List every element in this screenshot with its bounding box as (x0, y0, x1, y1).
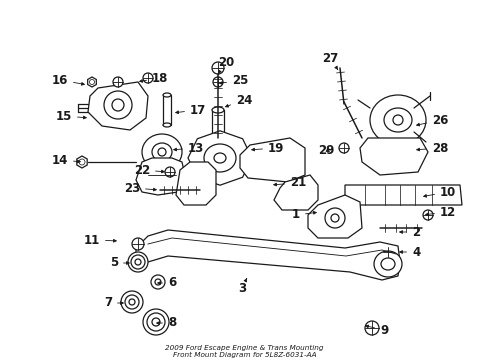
Ellipse shape (364, 321, 378, 335)
Ellipse shape (142, 309, 169, 335)
Ellipse shape (212, 107, 224, 113)
Ellipse shape (132, 238, 143, 250)
Polygon shape (77, 156, 87, 168)
Text: 20: 20 (218, 55, 234, 74)
Ellipse shape (338, 143, 348, 153)
Polygon shape (87, 77, 96, 87)
Text: 8: 8 (156, 316, 176, 329)
Ellipse shape (113, 77, 123, 87)
Polygon shape (273, 175, 317, 210)
Text: 21: 21 (273, 176, 305, 189)
Text: 6: 6 (158, 276, 176, 289)
Text: 2009 Ford Escape Engine & Trans Mounting
Front Mount Diagram for 5L8Z-6031-AA: 2009 Ford Escape Engine & Trans Mounting… (165, 345, 323, 358)
Polygon shape (307, 195, 361, 238)
Text: 23: 23 (123, 181, 156, 194)
Ellipse shape (128, 252, 148, 272)
Text: 5: 5 (109, 256, 129, 270)
Text: 25: 25 (219, 73, 248, 86)
Text: 29: 29 (317, 144, 334, 157)
Text: 22: 22 (134, 163, 164, 176)
Polygon shape (88, 82, 148, 130)
Text: 1: 1 (291, 208, 316, 221)
Ellipse shape (142, 73, 153, 83)
Text: 11: 11 (83, 234, 116, 247)
Polygon shape (212, 110, 224, 138)
Ellipse shape (151, 275, 164, 289)
Text: 14: 14 (52, 153, 80, 166)
Ellipse shape (164, 167, 175, 177)
Ellipse shape (121, 291, 142, 313)
Text: 10: 10 (423, 185, 455, 198)
Text: 18: 18 (140, 72, 168, 85)
Ellipse shape (382, 247, 392, 257)
Ellipse shape (373, 251, 401, 277)
Text: 4: 4 (399, 246, 419, 258)
Text: 7: 7 (103, 297, 123, 310)
Polygon shape (136, 230, 399, 280)
Ellipse shape (163, 93, 171, 97)
Text: 27: 27 (321, 51, 338, 69)
Text: 13: 13 (173, 141, 204, 154)
Ellipse shape (142, 134, 182, 170)
Text: 15: 15 (56, 109, 86, 122)
Text: 24: 24 (225, 94, 252, 107)
Polygon shape (136, 158, 185, 195)
Text: 12: 12 (425, 206, 455, 219)
Ellipse shape (212, 62, 224, 74)
Ellipse shape (369, 95, 425, 145)
Polygon shape (240, 138, 305, 182)
Text: 3: 3 (238, 279, 246, 294)
Text: 17: 17 (175, 104, 206, 117)
Text: 19: 19 (251, 141, 284, 154)
Ellipse shape (212, 135, 224, 141)
Text: 2: 2 (399, 225, 419, 238)
Polygon shape (345, 185, 461, 205)
Text: 9: 9 (365, 324, 387, 337)
Polygon shape (359, 138, 427, 175)
Text: 16: 16 (52, 73, 84, 86)
Ellipse shape (213, 77, 223, 87)
Ellipse shape (422, 210, 432, 220)
Polygon shape (163, 95, 171, 125)
Polygon shape (176, 162, 216, 205)
Polygon shape (187, 131, 251, 185)
Text: 26: 26 (416, 113, 447, 126)
Ellipse shape (163, 123, 171, 127)
Text: 28: 28 (416, 141, 447, 154)
